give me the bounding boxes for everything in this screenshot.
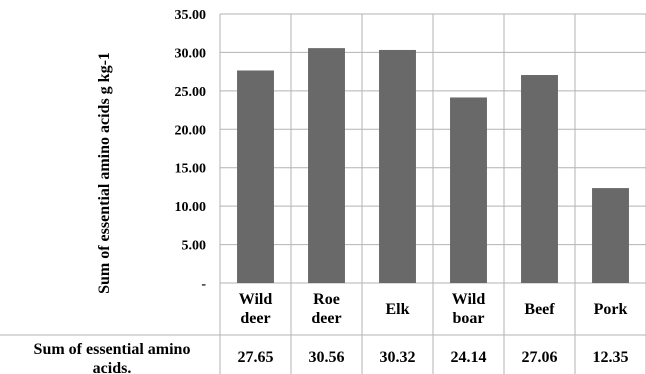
bar bbox=[379, 49, 416, 283]
y-tick-label: 15.00 bbox=[175, 162, 207, 177]
y-tick-label: - bbox=[201, 277, 206, 292]
y-tick-label: 10.00 bbox=[175, 200, 207, 215]
y-axis-label: Sum of essential amino acids g kg-1 bbox=[96, 52, 113, 294]
data-value-label: 24.14 bbox=[451, 349, 487, 366]
data-value-label: 27.65 bbox=[238, 349, 274, 366]
y-axis-ticks: - 5.00 10.00 15.00 20.00 25.00 30.00 35.00 bbox=[175, 8, 207, 292]
bars bbox=[237, 48, 629, 284]
y-tick-label: 30.00 bbox=[175, 46, 207, 61]
x-category-label: Beef bbox=[524, 301, 555, 318]
data-table-row-label: Sum of essential amino acids. bbox=[34, 341, 191, 374]
bar bbox=[450, 97, 487, 283]
bar bbox=[308, 48, 345, 283]
y-tick-label: 25.00 bbox=[175, 85, 207, 100]
data-value-label: 27.06 bbox=[522, 349, 558, 366]
chart-grid bbox=[0, 13, 646, 374]
data-table: Wild deer Roe deer Elk Wild boar Beef Pork Sum of… bbox=[34, 291, 629, 374]
y-tick-label: 20.00 bbox=[175, 123, 207, 138]
data-value-label: 30.32 bbox=[380, 349, 416, 366]
x-category-label: Roe deer bbox=[311, 291, 341, 327]
x-category-label: Wild boar bbox=[452, 291, 486, 327]
bar bbox=[592, 188, 629, 283]
x-category-label: Wild deer bbox=[239, 291, 273, 327]
bar bbox=[521, 75, 558, 284]
bar bbox=[237, 70, 274, 284]
x-category-label: Pork bbox=[594, 301, 628, 318]
data-value-label: 12.35 bbox=[593, 349, 629, 366]
y-tick-label: 5.00 bbox=[182, 239, 207, 254]
data-value-label: 30.56 bbox=[309, 349, 345, 366]
x-category-label: Elk bbox=[385, 301, 409, 318]
y-tick-label: 35.00 bbox=[175, 8, 207, 23]
